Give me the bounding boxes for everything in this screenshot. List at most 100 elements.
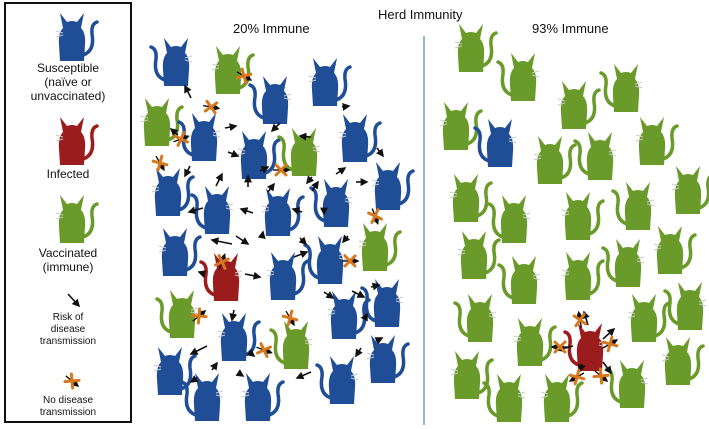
left-risk-arrow-29 [374,337,384,345]
left-risk-arrow-12 [210,237,233,246]
left-risk-arrow-14 [197,270,207,278]
left-risk-arrow-16 [298,236,308,246]
left-cat-27 [241,373,285,421]
right-cat-16 [497,256,541,304]
right-cat-28 [605,360,649,408]
left-cat-20 [155,290,199,338]
right-cat-27 [540,374,584,422]
right-cat-1 [454,24,498,72]
right-cat-10 [449,174,493,222]
right-no-transmission-2 [601,335,619,353]
right-cat-18 [601,239,645,287]
left-cat-13 [309,179,353,227]
left-cat-21 [217,313,261,361]
legend-vaccinated-sub: (immune) [42,260,94,274]
left-risk-arrow-11 [235,235,250,245]
right-cat-25 [450,351,494,399]
left-risk-arrow-36 [189,375,199,383]
left-risk-arrow-24 [323,291,335,299]
left-no-transmission-5 [273,163,291,177]
left-risk-arrow-13 [257,230,266,240]
left-risk-arrow-26 [370,282,381,291]
right-cat-13 [611,182,655,230]
left-cat-24 [360,279,404,327]
legend-infected-label: Infected [46,167,90,181]
left-risk-arrow-40 [298,132,312,141]
right-cat-11 [487,195,531,243]
left-risk-arrow-19 [335,167,347,175]
legend-no-transmission-line1: No disease [42,395,94,406]
legend-risk-line2: disease [50,324,86,335]
left-no-transmission-11 [214,253,230,270]
legend-vaccinated-cat-icon [55,195,99,243]
left-risk-arrow-28 [355,347,363,358]
right-no-transmission-3 [592,367,610,385]
left-panel-title: 20% Immune [233,21,310,36]
left-risk-arrow-42 [305,175,315,185]
left-risk-arrow-17 [293,250,309,259]
left-risk-arrow-9 [266,182,275,193]
legend-risk-line1: Risk of [52,312,84,323]
legend-susceptible-cat-icon [55,13,99,61]
right-cat-9 [635,117,679,165]
left-cat-18 [303,236,347,284]
right-cat-4 [599,64,643,112]
right-risk-arrow-4 [577,363,586,373]
legend-box: Susceptible (naïve or unvaccinated) Infe… [4,2,132,423]
left-risk-arrow-10 [291,207,303,215]
left-risk-arrow-1 [184,84,192,99]
right-no-transmission-5 [572,310,588,329]
left-cat-19 [358,223,402,271]
legend-susceptible-label: Susceptible [36,61,100,75]
legend-graphics [55,13,99,390]
left-cat-2 [211,46,255,94]
left-cat-29 [366,335,410,383]
right-cat-20 [453,294,497,342]
right-cat-5 [439,102,483,150]
right-panel-title: 93% Immune [532,21,609,36]
left-cat-3 [248,76,292,124]
right-cat-19 [653,226,697,274]
left-cat-25 [153,347,197,395]
left-cat-23 [327,291,371,339]
legend-risk-arrow-icon [67,293,81,308]
left-risk-arrow-2 [169,127,179,137]
left-cat-5 [140,98,184,146]
right-cat-21 [513,318,557,366]
right-cat-24 [663,282,707,330]
right-cat-15 [457,231,501,279]
left-risk-arrow-37 [270,122,281,133]
left-risk-arrow-5 [215,172,223,187]
right-cat-12 [561,192,605,240]
left-cat-1 [149,38,193,86]
right-cat-22 [563,323,607,371]
left-no-transmission-2 [202,99,221,115]
left-risk-arrow-38 [341,102,351,111]
left-risk-arrow-31 [229,309,238,322]
left-cat-12 [261,188,305,236]
left-no-transmission-3 [173,131,190,147]
left-risk-arrow-25 [351,290,366,298]
right-cat-8 [573,132,617,180]
right-cat-23 [627,294,671,342]
left-risk-arrow-15 [244,271,262,280]
left-cat-7 [237,131,281,179]
right-cat-7 [533,136,577,184]
right-cat-2 [496,53,540,101]
right-cat-26 [482,374,526,422]
right-no-transmission-4 [568,368,586,386]
left-cat-14 [371,162,415,210]
left-cat-11 [190,186,234,234]
legend-susceptible-sub1: (naïve or [44,75,92,89]
left-risk-arrow-18 [259,166,270,174]
left-cat-4 [308,58,352,106]
left-no-transmission-10 [256,342,273,358]
left-risk-arrow-39 [375,147,384,158]
left-risk-arrow-4 [227,149,240,158]
left-risk-arrow-34 [246,348,256,357]
right-no-transmission-1 [550,340,568,354]
left-risk-arrow-27 [360,312,368,322]
left-no-transmission-6 [367,208,383,225]
legend-vaccinated-label: Vaccinated [38,246,98,260]
